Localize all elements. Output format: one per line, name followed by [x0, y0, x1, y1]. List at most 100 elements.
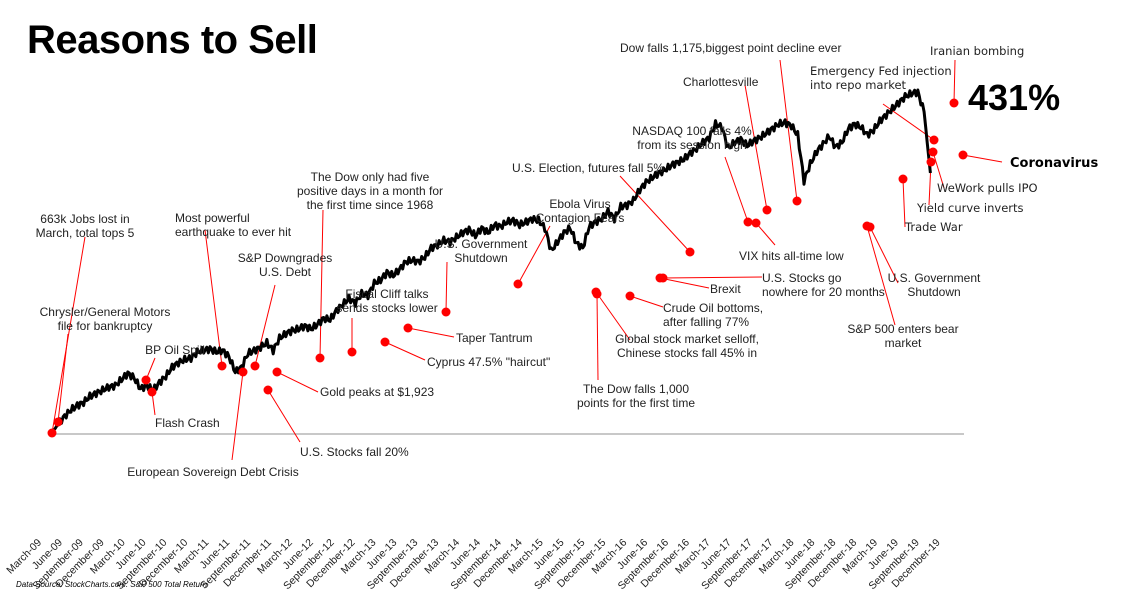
annotation-leader [659, 277, 710, 289]
annotation-label: The Dow falls 1,000 points for the first … [577, 382, 695, 410]
annotation-marker [53, 417, 63, 427]
annotation-marker [272, 367, 282, 377]
annotation-label-line: positive days in a month for [297, 184, 443, 198]
annotation-leader [662, 276, 763, 279]
annotation-marker [238, 367, 248, 377]
annotation-leader [953, 59, 956, 104]
annotation-marker [928, 147, 938, 157]
annotation-marker [685, 247, 695, 257]
annotation-label-line: Coronavirus [1010, 156, 1098, 171]
annotation-marker [591, 287, 601, 297]
end-value-label: 431% [968, 77, 1060, 118]
annotation-label-line: earthquake to ever hit [175, 225, 292, 239]
annotation-marker [751, 218, 761, 228]
annotation-marker [658, 273, 668, 283]
annotation-label-line: Brexit [710, 282, 741, 296]
annotation-marker [403, 323, 413, 333]
annotation-label: The Dow only had five positive days in a … [297, 170, 443, 212]
annotation-label-line: nowhere for 20 months [762, 285, 885, 299]
annotation-leader [517, 225, 551, 285]
annotation-leader [319, 209, 324, 359]
annotation-label-line: NASDAQ 100 falls 4% [632, 124, 752, 138]
annotation-leader [407, 327, 455, 338]
annotation-marker [147, 387, 157, 397]
annotation-label-line: market [885, 336, 922, 350]
annotation-label: VIX hits all-time low [739, 249, 844, 263]
annotation-leader [869, 226, 899, 284]
annotation-leader [962, 154, 1003, 163]
annotation-label: U.S. Election, futures fall 5% [512, 161, 664, 175]
annotation-leader [57, 333, 69, 423]
annotation-label-line: Taper Tantrum [456, 331, 532, 345]
annotation-label: Dow falls 1,175,biggest point decline ev… [620, 41, 841, 55]
annotation-label: Brexit [710, 282, 741, 296]
annotation-label-line: BP Oil Spill [145, 343, 205, 357]
annotation-leader [231, 371, 244, 461]
annotation-label-line: Trade War [904, 220, 963, 234]
annotation-label-line: U.S. Stocks fall 20% [300, 445, 409, 459]
annotation-marker [513, 279, 523, 289]
annotation-label-line: U.S. Government [435, 237, 528, 251]
annotation-label: U.S. Stocks go nowhere for 20 months [762, 271, 885, 299]
annotation-label-line: WeWork pulls IPO [937, 181, 1038, 195]
annotation-label-line: VIX hits all-time low [739, 249, 844, 263]
annotation-marker [762, 205, 772, 215]
annotation-marker [949, 98, 959, 108]
annotation-leader [779, 59, 798, 202]
annotation-label: BP Oil Spill [145, 343, 205, 357]
annotation-label-line: Chrysler/General Motors [40, 305, 171, 319]
annotation-label: Global stock market selloff, Chinese stoc… [615, 332, 759, 360]
annotation-label-line: Flash Crash [155, 416, 220, 430]
annotation-label: Coronavirus [1010, 156, 1098, 171]
annotation-label-line: S&P 500 enters bear [847, 322, 958, 336]
series-line [50, 88, 932, 434]
annotation-label: WeWork pulls IPO [937, 181, 1038, 195]
annotation-label-line: sends stocks lower [336, 301, 437, 315]
annotation-label-line: Iranian bombing [930, 44, 1024, 58]
annotation-leader [724, 156, 749, 223]
annotation-marker [792, 196, 802, 206]
annotation-label: S&P 500 enters bear market [847, 322, 958, 350]
annotation-leader [932, 151, 945, 189]
annotation-label-line: Global stock market selloff, [615, 332, 759, 346]
annotation-label: 663k Jobs lost in March, total tops 5 [36, 212, 135, 240]
annotation-label: Gold peaks at $1,923 [320, 385, 434, 399]
annotation-label-line: the first time since 1968 [307, 198, 434, 212]
source-note: Data Source: StockCharts.com. S&P 500 To… [16, 580, 208, 589]
annotation-label-line: 663k Jobs lost in [40, 212, 129, 226]
annotation-label: Charlottesville [683, 75, 759, 89]
annotation-leader [254, 284, 276, 367]
annotation-marker [929, 135, 939, 145]
annotation-leader [204, 229, 223, 367]
annotation-marker [958, 150, 968, 160]
annotation-leader [629, 295, 664, 308]
annotation-label: S&P Downgrades U.S. Debt [238, 251, 333, 279]
annotation-marker [347, 347, 357, 357]
annotation-marker [441, 307, 451, 317]
annotation-marker [926, 157, 936, 167]
annotation-marker [743, 217, 753, 227]
annotation-label: Trade War [904, 220, 963, 234]
annotation-label: Ebola Virus Contagion Fears [536, 197, 625, 225]
annotation-leader [51, 236, 86, 434]
annotation-label-line: U.S. Stocks go [762, 271, 842, 285]
annotation-label-line: S&P Downgrades [238, 251, 333, 265]
annotation-leader [595, 291, 631, 341]
annotation-label: U.S. Government Shutdown [888, 271, 981, 299]
annotation-label: Yield curve inverts [916, 201, 1024, 215]
annotation-leader [276, 371, 319, 393]
annotation-label: NASDAQ 100 falls 4% from its session high [632, 124, 752, 152]
annotation-label-line: Cyprus 47.5% "haircut" [427, 355, 550, 369]
annotation-leader [744, 84, 768, 211]
annotation-marker [380, 337, 390, 347]
annotation-label-line: Emergency Fed injection [810, 64, 952, 78]
annotation-label-line: Charlottesville [683, 75, 759, 89]
annotation-leader [384, 341, 426, 361]
annotation-label-line: U.S. Election, futures fall 5% [512, 161, 664, 175]
annotation-label: Crude Oil bottoms, after falling 77% [663, 301, 763, 329]
annotation-leader [445, 261, 448, 313]
annotation-label-line: into repo market [810, 78, 907, 92]
annotation-label-line: Gold peaks at $1,923 [320, 385, 434, 399]
annotation-leader [902, 178, 906, 228]
